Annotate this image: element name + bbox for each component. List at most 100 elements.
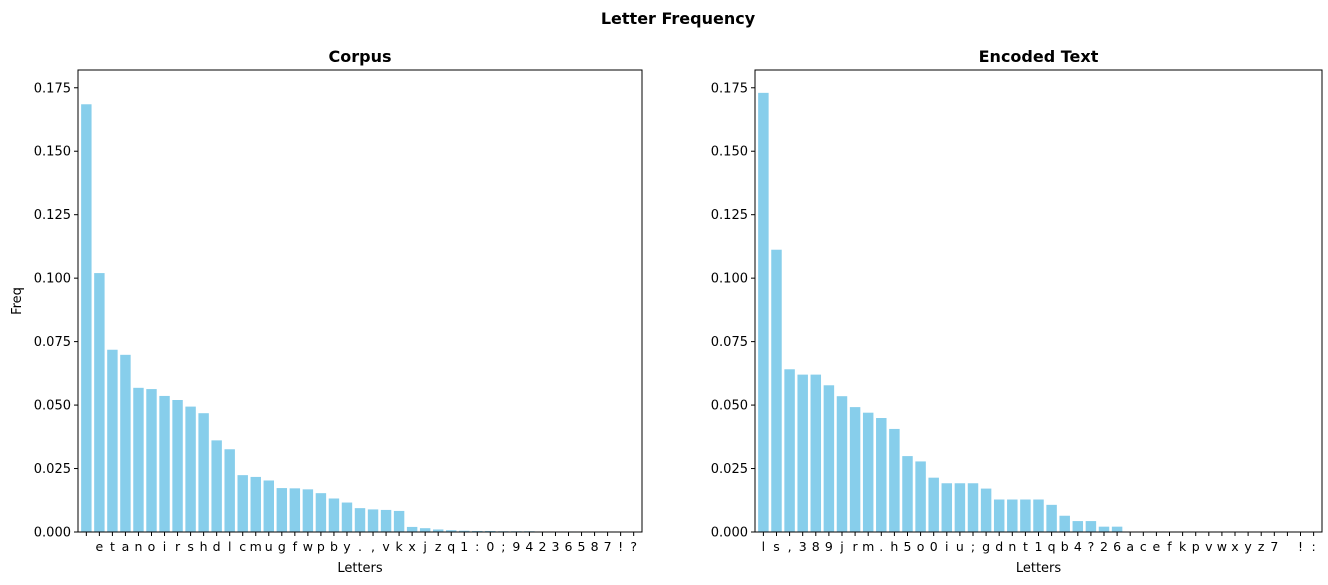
x-tick-label: l (762, 539, 765, 554)
chart-title: Encoded Text (979, 47, 1099, 66)
bar (81, 104, 92, 533)
x-tick-label: a (122, 539, 130, 554)
x-tick-label: r (175, 539, 181, 554)
x-tick-label: z (435, 539, 442, 554)
x-tick-label: 1 (460, 539, 468, 554)
x-tick-label: b (330, 539, 338, 554)
x-tick-label: s (187, 539, 194, 554)
x-tick-label: h (890, 539, 898, 554)
x-tick-label: t (1023, 539, 1028, 554)
bar (211, 440, 222, 532)
x-tick-label: x (1231, 539, 1238, 554)
bar (276, 488, 288, 532)
x-tick-label: s (773, 539, 780, 554)
x-tick-label: 2 (538, 539, 546, 554)
chart-panel-corpus: 0.0000.0250.0500.0750.1000.1250.1500.175… (10, 47, 643, 576)
bar (133, 387, 144, 532)
bar (302, 489, 314, 532)
x-tick-label: i (163, 539, 166, 554)
y-tick-label: 0.125 (34, 208, 71, 223)
bar (889, 428, 900, 532)
x-tick-label: o (917, 539, 925, 554)
x-axis-label: Letters (1016, 561, 1062, 576)
bar (419, 528, 431, 532)
y-tick-label: 0.125 (711, 208, 748, 223)
y-tick-label: 0.100 (711, 272, 748, 287)
bar (237, 475, 248, 532)
y-tick-label: 0.025 (34, 462, 71, 477)
bar (836, 396, 848, 532)
bar (432, 529, 444, 532)
bar (941, 483, 953, 532)
x-tick-label: 3 (551, 539, 559, 554)
x-tick-label: k (1179, 539, 1187, 554)
x-tick-label: 6 (565, 539, 573, 554)
bar (928, 477, 939, 532)
bar (1111, 526, 1123, 532)
x-tick-label: w (1217, 539, 1227, 554)
chart-title: Corpus (329, 47, 392, 66)
bar (446, 530, 457, 532)
x-tick-label: g (982, 539, 990, 554)
x-tick-label: 4 (1074, 539, 1082, 554)
x-tick-label: d (213, 539, 221, 554)
x-tick-label: 5 (578, 539, 586, 554)
x-tick-label: j (839, 539, 843, 554)
bar (771, 249, 782, 532)
bar (459, 530, 470, 532)
bar (367, 509, 379, 532)
x-tick-label: 4 (525, 539, 533, 554)
bar (797, 374, 808, 532)
bar (341, 502, 353, 532)
bar (849, 407, 861, 532)
y-tick-label: 0.075 (711, 335, 748, 350)
bar (1098, 526, 1110, 532)
bar (315, 493, 327, 532)
x-tick-label: n (1008, 539, 1016, 554)
x-tick-label: p (1192, 539, 1200, 554)
x-tick-label: , (788, 539, 792, 554)
x-tick-label: q (1048, 539, 1056, 554)
x-tick-label: q (447, 539, 455, 554)
x-tick-label: . (879, 539, 883, 554)
x-tick-label: : (1312, 539, 1316, 554)
bar (902, 456, 913, 532)
bar (967, 483, 979, 532)
x-tick-label: u (265, 539, 273, 554)
x-tick-label: ; (971, 539, 975, 554)
bar (354, 508, 366, 532)
x-tick-label: ; (501, 539, 505, 554)
y-tick-label: 0.000 (34, 526, 71, 541)
y-tick-label: 0.150 (711, 145, 748, 160)
x-axis-label: Letters (337, 561, 383, 576)
x-tick-label: 2 (1100, 539, 1108, 554)
y-tick-label: 0.175 (711, 81, 748, 96)
x-tick-label: y (1244, 539, 1252, 554)
bar (393, 510, 405, 532)
x-tick-label: o (148, 539, 156, 554)
bar (980, 488, 992, 532)
bar (485, 530, 496, 532)
bar (784, 369, 795, 532)
x-tick-label: x (408, 539, 415, 554)
bar (289, 488, 301, 532)
bar (1072, 521, 1084, 532)
y-tick-label: 0.025 (711, 462, 748, 477)
bar (954, 483, 966, 532)
bar (406, 526, 418, 532)
x-tick-label: h (200, 539, 208, 554)
x-tick-label: f (293, 539, 298, 554)
y-tick-label: 0.050 (711, 399, 748, 414)
x-tick-label: t (110, 539, 115, 554)
bar (107, 349, 118, 532)
bar (1059, 515, 1070, 532)
x-tick-label: m (862, 539, 874, 554)
y-tick-label: 0.175 (34, 81, 71, 96)
bar (250, 476, 261, 532)
x-tick-label: a (1126, 539, 1134, 554)
x-tick-label: i (945, 539, 948, 554)
x-tick-label: . (358, 539, 362, 554)
x-tick-label: r (853, 539, 859, 554)
bar (758, 92, 769, 532)
